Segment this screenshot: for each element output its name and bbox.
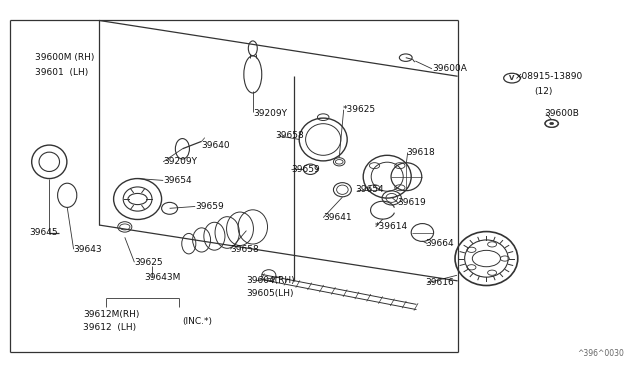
Text: 39600A: 39600A	[432, 64, 467, 73]
Text: 39659: 39659	[195, 202, 224, 211]
Text: 39605(LH): 39605(LH)	[246, 289, 294, 298]
Text: 39645: 39645	[29, 228, 58, 237]
Text: (INC.*): (INC.*)	[182, 317, 212, 326]
Text: *39625: *39625	[342, 105, 376, 114]
Text: *39614: *39614	[374, 222, 408, 231]
Text: (12): (12)	[534, 87, 553, 96]
Text: 39654: 39654	[355, 185, 384, 194]
Text: 39640: 39640	[202, 141, 230, 150]
Text: 39625: 39625	[134, 258, 163, 267]
Text: 39659: 39659	[291, 165, 320, 174]
Text: 39600B: 39600B	[544, 109, 579, 118]
Circle shape	[550, 122, 554, 125]
Text: 39658: 39658	[275, 131, 304, 140]
Text: 39616: 39616	[426, 278, 454, 287]
Text: 39618: 39618	[406, 148, 435, 157]
Text: 39612M(RH): 39612M(RH)	[83, 310, 140, 319]
Text: ×08915-13890: ×08915-13890	[515, 72, 584, 81]
Text: 39604(RH): 39604(RH)	[246, 276, 295, 285]
Text: 39658: 39658	[230, 245, 259, 254]
Text: 39600M (RH): 39600M (RH)	[35, 53, 95, 62]
Text: 39654: 39654	[163, 176, 192, 185]
Text: 39619: 39619	[397, 198, 426, 207]
Text: 39664: 39664	[426, 239, 454, 248]
Text: V: V	[509, 75, 515, 81]
Text: 39209Y: 39209Y	[163, 157, 197, 166]
Text: 39601  (LH): 39601 (LH)	[35, 68, 88, 77]
Text: 39641: 39641	[323, 213, 352, 222]
Text: 39643: 39643	[74, 245, 102, 254]
Text: ^396^0030: ^396^0030	[577, 349, 624, 358]
Text: 39643M: 39643M	[144, 273, 180, 282]
Text: 39612  (LH): 39612 (LH)	[83, 323, 136, 332]
Text: 39209Y: 39209Y	[253, 109, 287, 118]
